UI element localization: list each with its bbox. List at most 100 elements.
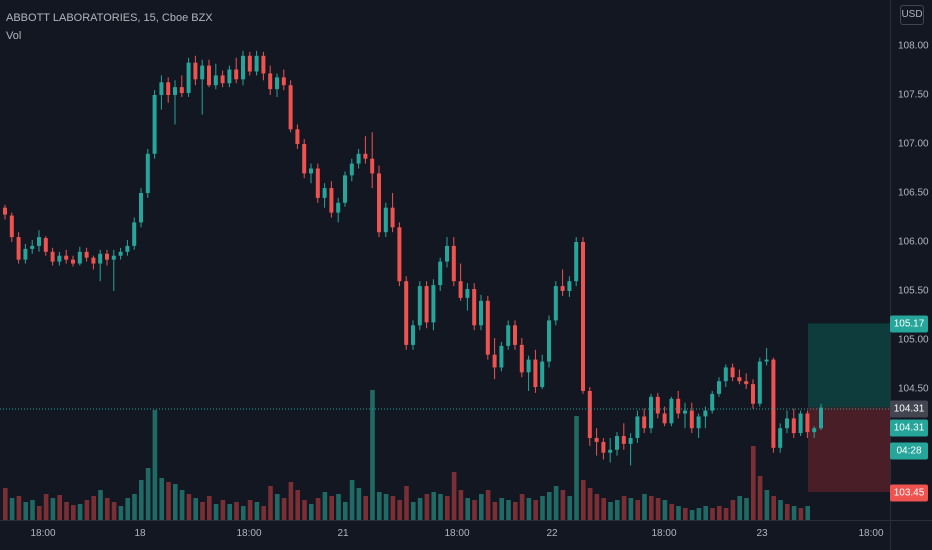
candle	[254, 50, 259, 76]
volume-bar	[383, 494, 389, 520]
candle	[431, 279, 436, 331]
target-zone	[808, 323, 890, 408]
candle	[30, 240, 35, 254]
volume-bar	[703, 506, 708, 520]
candle	[574, 237, 579, 287]
volume-bar	[417, 498, 423, 520]
candle	[771, 357, 776, 453]
candle	[553, 281, 558, 326]
candle	[533, 349, 538, 393]
time-tick-label: 18:00	[30, 528, 56, 539]
volume-bar	[322, 492, 328, 520]
candle	[438, 257, 443, 291]
candle	[9, 212, 14, 242]
volume-bar	[628, 498, 634, 520]
candle	[84, 247, 89, 262]
candle	[43, 236, 48, 256]
volume-bar	[717, 506, 722, 520]
candle	[479, 294, 483, 331]
volume-bar	[105, 498, 110, 520]
candle	[485, 295, 490, 360]
volume-bar	[506, 500, 511, 520]
candle	[492, 338, 497, 380]
volume-bar	[479, 494, 484, 520]
volume-bar	[57, 495, 62, 520]
volume-bar	[574, 416, 579, 520]
candle	[621, 423, 626, 450]
volume-bar	[785, 504, 790, 520]
candle	[751, 379, 755, 409]
volume-bar	[615, 500, 620, 520]
volume-bar	[329, 496, 334, 520]
stop-price-tag: 103.45	[890, 484, 928, 502]
candle	[635, 410, 640, 443]
candle	[105, 249, 109, 266]
candle	[417, 281, 422, 331]
candle	[179, 75, 184, 97]
candle	[805, 410, 810, 438]
volume-bar	[268, 486, 273, 520]
candle	[587, 387, 592, 446]
candle	[16, 232, 21, 264]
symbol-title[interactable]: ABBOTT LABORATORIES, 15, Cboe BZX	[6, 12, 213, 24]
volume-bar	[397, 500, 402, 520]
volume-bar	[438, 494, 443, 520]
candle	[717, 377, 721, 397]
volume-bar	[424, 494, 430, 520]
volume-bar	[655, 498, 661, 520]
candle	[764, 347, 769, 366]
volume-bar	[411, 502, 416, 520]
candle	[730, 363, 735, 382]
price-tick-label: 105.00	[898, 334, 929, 346]
candle	[424, 281, 429, 329]
time-tick-label: 23	[756, 528, 768, 539]
volume-bar	[50, 498, 56, 520]
volume-bar	[254, 502, 260, 520]
candle	[526, 355, 531, 391]
target-price-tag: 105.17	[890, 315, 928, 333]
volume-bar	[315, 498, 321, 520]
candle	[676, 390, 681, 419]
candle	[23, 243, 28, 264]
volume-bar	[771, 496, 776, 520]
time-tick-label: 22	[546, 528, 558, 539]
candle	[377, 165, 381, 238]
volume-bar	[485, 490, 491, 520]
time-tick-label: 18:00	[858, 528, 884, 539]
candle	[288, 80, 293, 133]
volume-bar	[642, 494, 647, 520]
time-tick-label: 21	[337, 528, 349, 539]
last-price-tag: 104.31	[890, 400, 928, 418]
volume-bar	[404, 486, 409, 520]
candle	[819, 403, 823, 431]
volume-bar	[309, 504, 314, 520]
volume-bar	[635, 500, 640, 520]
candlestick-series	[3, 50, 823, 466]
volume-bar	[683, 508, 688, 520]
volume-bar	[247, 500, 253, 520]
volume-bar	[465, 498, 470, 520]
candle	[785, 410, 789, 434]
candle	[336, 197, 341, 223]
candle	[397, 222, 402, 287]
candle	[98, 249, 103, 282]
volume-bar	[696, 508, 702, 520]
currency-button[interactable]: USD	[900, 5, 924, 25]
volume-bar	[662, 500, 668, 520]
volume-bar	[193, 498, 198, 520]
volume-bar	[560, 490, 566, 520]
candle	[139, 188, 143, 228]
candle	[458, 263, 463, 301]
candle	[689, 402, 694, 434]
volume-bar	[587, 488, 593, 520]
volume-bar	[227, 504, 232, 520]
candle	[71, 255, 75, 267]
candle	[703, 406, 708, 429]
volume-bar	[343, 502, 348, 520]
candle	[445, 237, 449, 268]
volume-bar	[9, 498, 15, 520]
volume-indicator-label[interactable]: Vol	[6, 30, 22, 42]
candle	[64, 249, 69, 264]
volume-bar	[295, 490, 300, 520]
